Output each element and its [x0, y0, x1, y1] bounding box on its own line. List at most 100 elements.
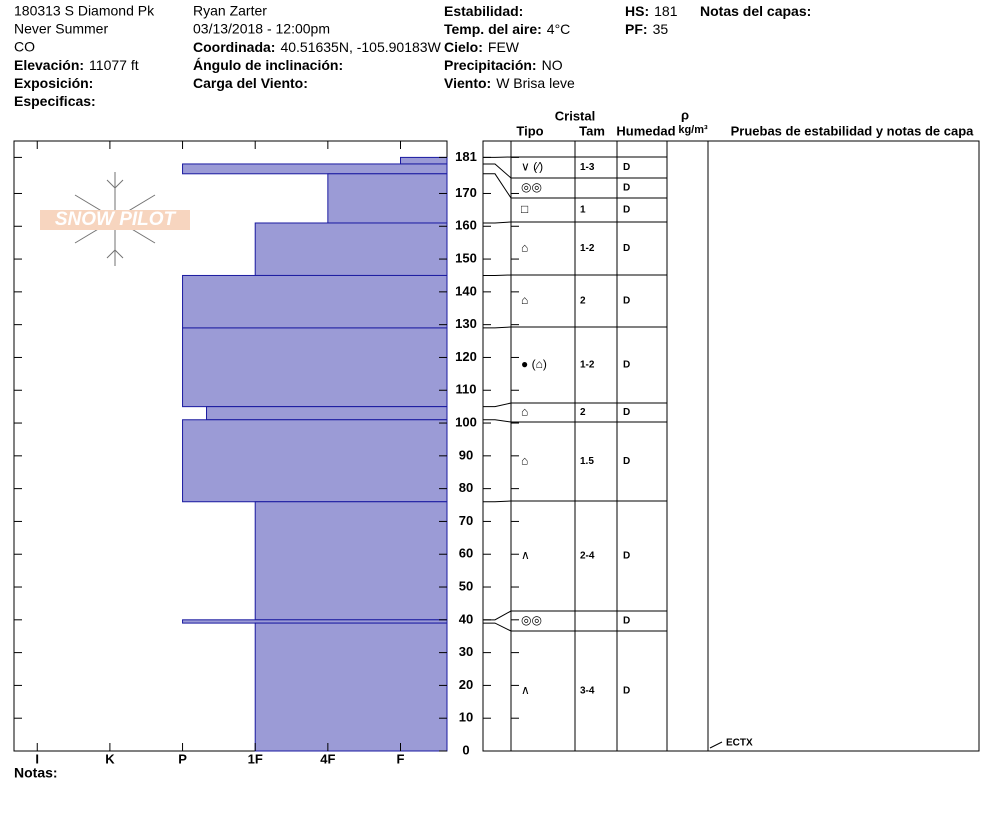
grain-size: 1-2 — [580, 360, 595, 371]
field-value: W Brisa leve — [496, 75, 575, 91]
grain-type: ⌂ — [521, 454, 528, 468]
grain-type: ● (⌂) — [521, 357, 547, 371]
field-value: 4°C — [547, 21, 571, 37]
grain-size: 2 — [580, 407, 586, 418]
layer-connector — [483, 163, 512, 179]
layer-connector — [483, 173, 512, 199]
header-field: HS: 181 — [625, 3, 678, 19]
hardness-bar — [400, 156, 448, 165]
moisture: D — [623, 205, 630, 216]
grain-size: 1-3 — [580, 162, 595, 173]
th-tests: Pruebas de estabilidad y notas de capa — [731, 123, 975, 138]
field-value: NO — [542, 57, 563, 73]
header-field: Notas del capas: — [700, 3, 811, 19]
th-size: Tam — [579, 123, 605, 138]
y-tick-label: 60 — [459, 546, 473, 561]
header-field: Coordinada: 40.51635N, -105.90183W — [193, 39, 442, 55]
x-tick-label: 4F — [320, 751, 335, 766]
moisture: D — [623, 616, 630, 627]
header-field: Ángulo de inclinación: — [193, 57, 343, 73]
grain-type: ⌂ — [521, 293, 528, 307]
x-tick-label: K — [105, 751, 115, 766]
header-field: Cielo: FEW — [444, 39, 520, 55]
moisture: D — [623, 162, 630, 173]
moisture: D — [623, 360, 630, 371]
field-value: 35 — [653, 21, 669, 37]
y-tick-label: 20 — [459, 677, 473, 692]
logo-band — [40, 210, 190, 230]
field-label: Carga del Viento: — [193, 75, 308, 91]
hardness-bar — [182, 274, 448, 329]
moisture: D — [623, 296, 630, 307]
layer-connector — [483, 500, 512, 503]
layer-connector — [483, 221, 512, 224]
header-field: Carga del Viento: — [193, 75, 308, 91]
field-label: PF: — [625, 21, 648, 37]
layer-connector — [483, 402, 512, 408]
field-label: Estabilidad: — [444, 3, 523, 19]
header-field: PF: 35 — [625, 21, 668, 37]
field-value: 40.51635N, -105.90183W — [280, 39, 441, 55]
field-label: Cielo: — [444, 39, 483, 55]
header-field: Especificas: — [14, 93, 96, 109]
field-value: FEW — [488, 39, 520, 55]
y-tick-label: 140 — [455, 283, 477, 298]
notes-label: Notas: — [14, 765, 58, 781]
hardness-bar — [182, 327, 448, 408]
annotation-arrow — [709, 741, 723, 749]
y-tick-label: 150 — [455, 251, 477, 266]
field-label: Exposición: — [14, 75, 93, 91]
grain-size: 1.5 — [580, 456, 594, 467]
header-field: Temp. del aire: 4°C — [444, 21, 570, 37]
header-text: 03/13/2018 - 12:00pm — [193, 21, 330, 37]
th-density: kg/m³ — [678, 124, 708, 136]
header-text: Ryan Zarter — [193, 3, 267, 19]
grain-type: ∧ — [521, 683, 530, 697]
grain-type: ⌂ — [521, 405, 528, 419]
layer-connector — [483, 610, 512, 621]
header-field: Precipitación: NO — [444, 57, 563, 73]
hardness-bar — [327, 173, 448, 224]
y-tick-label: 70 — [459, 513, 473, 528]
header-field: Elevación: 11077 ft — [14, 57, 139, 73]
grain-type: ∧ — [521, 548, 530, 562]
y-tick-label: 100 — [455, 414, 477, 429]
layer-connector — [483, 326, 512, 329]
x-tick-label: 1F — [248, 751, 263, 766]
header-field: Viento: W Brisa leve — [444, 75, 575, 91]
th-type: Tipo — [516, 123, 543, 138]
grain-type: ◎◎ — [521, 613, 542, 627]
hardness-bar — [254, 622, 448, 752]
layer-connector — [483, 419, 512, 423]
y-tick-label: 40 — [459, 611, 473, 626]
grain-size: 2 — [580, 296, 586, 307]
header-field: Exposición: — [14, 75, 93, 91]
hardness-bar — [182, 163, 448, 175]
hardness-bar — [254, 501, 448, 621]
hardness-bar — [254, 222, 448, 276]
field-value: 181 — [654, 3, 678, 19]
table-frame — [482, 140, 980, 752]
field-label: Elevación: — [14, 57, 84, 73]
moisture: D — [623, 183, 630, 194]
moisture: D — [623, 456, 630, 467]
header-text: Never Summer — [14, 21, 108, 37]
y-tick-label: 120 — [455, 349, 477, 364]
moisture: D — [623, 243, 630, 254]
layer-connector — [483, 622, 512, 632]
y-tick-label: 80 — [459, 480, 473, 495]
th-moisture: Humedad — [616, 123, 675, 138]
y-tick-label: 30 — [459, 644, 473, 659]
hardness-bar — [206, 406, 448, 421]
grain-size: 2-4 — [580, 551, 595, 562]
y-tick-label: 10 — [459, 710, 473, 725]
header-text: 180313 S Diamond Pk — [14, 3, 155, 19]
field-label: Ángulo de inclinación: — [193, 57, 343, 73]
moisture: D — [623, 407, 630, 418]
field-label: Viento: — [444, 75, 491, 91]
annotation: ECTX — [726, 738, 753, 749]
x-tick-label: F — [397, 751, 405, 766]
grain-type: ∨ (⁄) — [521, 160, 543, 174]
x-tick-label: I — [35, 751, 39, 766]
